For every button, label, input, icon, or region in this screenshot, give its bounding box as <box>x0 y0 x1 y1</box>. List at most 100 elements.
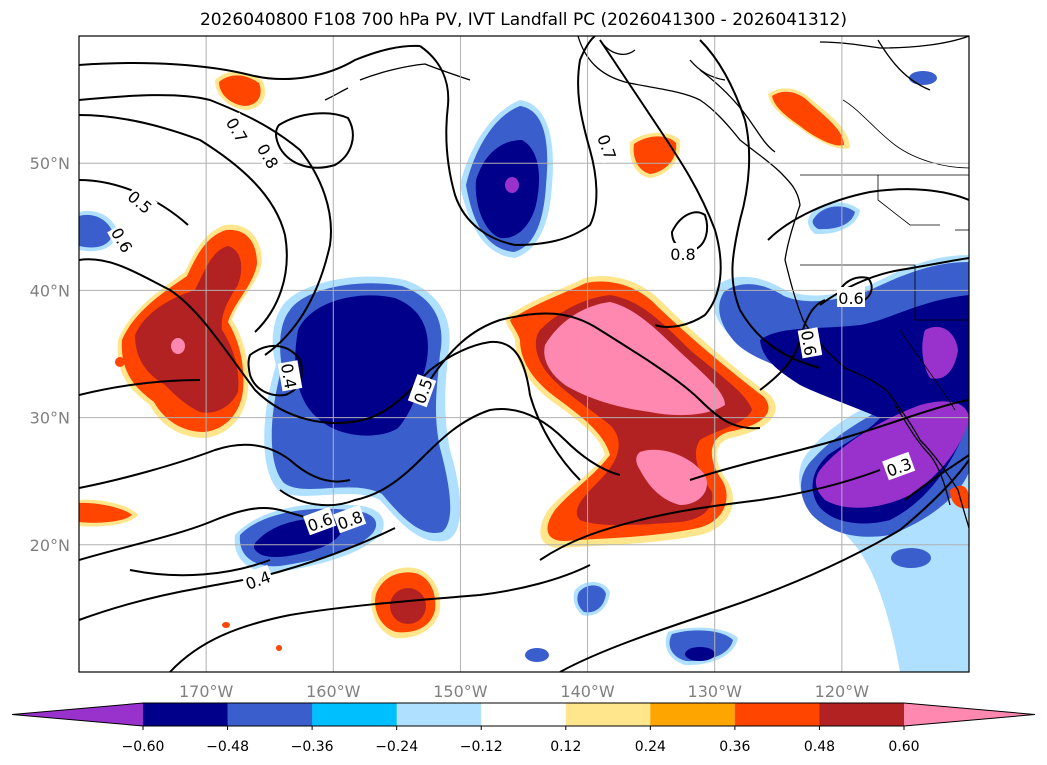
negative-region-northcentral-peak <box>505 177 519 193</box>
contour-line <box>904 454 969 501</box>
positive-region-central-pink <box>544 302 725 416</box>
colorbar-segment <box>565 703 651 726</box>
positive-region-small-a <box>222 622 230 628</box>
colorbar-tick-label: −0.12 <box>460 739 503 755</box>
positive-region-northwest-orange <box>219 75 261 106</box>
colorbar-segment <box>650 703 736 726</box>
positive-region-small-b <box>276 645 282 651</box>
contour-label-bg <box>407 374 437 408</box>
contour-line <box>79 443 351 489</box>
contour-line <box>767 188 969 241</box>
positive-region-south-red <box>390 588 426 624</box>
contour-line <box>689 399 969 481</box>
lon-tick-label: 160°W <box>306 682 361 701</box>
contour-label-bg <box>303 506 337 536</box>
colorbar-extend-max <box>904 703 1035 726</box>
contour-line <box>429 312 761 430</box>
colorbar-segment <box>312 703 398 726</box>
contour-line <box>559 459 969 672</box>
contour-line <box>129 559 271 577</box>
colorbar-tick-label: 0.60 <box>888 739 919 755</box>
negative-region-northeast-mid <box>812 206 855 230</box>
colorbar-segment <box>143 703 229 726</box>
positive-region-central-pink2 <box>636 449 708 505</box>
colorbar-segment <box>819 703 905 726</box>
lat-tick-label: 20°N <box>30 536 70 555</box>
contour-line <box>419 36 598 247</box>
contour-label-bg <box>107 222 139 257</box>
negative-region-south-tiny <box>525 648 549 662</box>
colorbar-tick-label: −0.24 <box>375 739 418 755</box>
contour-label-bg <box>837 287 865 307</box>
colorbar-tick-label: 0.12 <box>550 739 581 755</box>
contour-label-bg <box>241 564 275 594</box>
negative-region-east-peak2 <box>922 326 958 379</box>
contour-line <box>79 527 396 621</box>
positive-region-small-c <box>115 357 125 367</box>
negative-region-southeast-small <box>891 548 931 568</box>
contour-line <box>79 507 321 561</box>
colorbar-tick-label: 0.48 <box>804 739 835 755</box>
negative-region-south-blob-mid <box>577 585 606 613</box>
coastlines <box>324 36 969 529</box>
negative-region-top-right <box>909 71 937 85</box>
contour-line <box>599 39 722 328</box>
contour-line <box>279 408 621 507</box>
lat-tick-label: 30°N <box>30 409 70 428</box>
contour-line <box>169 564 591 672</box>
contour-label-bg <box>882 451 916 481</box>
positive-region-west-edge-orange <box>79 502 132 523</box>
colorbar-tick-label: −0.48 <box>206 739 249 755</box>
map-title: 2026040800 F108 700 hPa PV, IVT Landfall… <box>199 10 847 30</box>
map-frame <box>78 35 970 673</box>
contour-line <box>539 469 881 561</box>
contour-label: 0.6 <box>838 289 863 308</box>
contour-line <box>79 94 332 356</box>
contour-line <box>79 114 288 333</box>
contour-label-bg <box>333 504 367 534</box>
positive-region-north-orange <box>633 136 677 174</box>
lon-tick-label: 130°W <box>688 682 743 701</box>
contour-line <box>79 258 581 481</box>
contour-line <box>699 39 821 369</box>
negative-region-south-small-core <box>685 647 715 661</box>
colorbar-tick-label: −0.60 <box>122 739 165 755</box>
contour-line <box>275 112 354 169</box>
colorbar-segment <box>227 703 313 726</box>
positive-region-west-red <box>135 246 242 413</box>
colorbar-segment <box>396 703 482 726</box>
contour-label-bg <box>797 327 823 359</box>
lat-tick-label: 50°N <box>30 154 70 173</box>
colorbar <box>11 702 1036 727</box>
negative-region-west-edge-mid <box>79 214 113 248</box>
lon-tick-label: 170°W <box>179 682 234 701</box>
colorbar-tick-label: 0.24 <box>635 739 666 755</box>
contour-label: 0.4 <box>277 362 300 390</box>
colorbar-segment <box>481 703 567 726</box>
positive-region-west-pink <box>171 338 185 354</box>
colorbar-tick-label: −0.36 <box>291 739 334 755</box>
negative-region-east-peak <box>815 401 969 508</box>
positive-region-northeast-orange <box>772 91 844 146</box>
contour-line <box>247 345 303 397</box>
longitude-tick-labels: 170°W 160°W 150°W 140°W 130°W 120°W <box>179 682 869 701</box>
pv-contours <box>79 36 969 672</box>
contour-label-bg <box>222 112 254 147</box>
contour-line <box>79 379 201 396</box>
colorbar-tick-label: 0.36 <box>719 739 750 755</box>
colorbar-segment <box>734 703 820 726</box>
lon-tick-label: 150°W <box>433 682 488 701</box>
lon-tick-label: 120°W <box>815 682 870 701</box>
contour-label-bg <box>123 184 158 218</box>
contour-label: 0.8 <box>670 245 695 264</box>
contour-label-bg <box>277 360 303 392</box>
contour-label-bg <box>669 243 697 263</box>
lon-tick-label: 140°W <box>560 682 615 701</box>
contour-line <box>79 44 421 81</box>
colorbar-tick-labels: −0.60 −0.48 −0.36 −0.24 −0.12 0.12 0.24 0.36 0.4… <box>122 726 920 755</box>
contour-label-bg <box>253 138 285 173</box>
colorbar-extend-min <box>12 703 143 726</box>
contour-label-bg <box>593 130 623 164</box>
contour-label: 0.6 <box>797 329 820 357</box>
